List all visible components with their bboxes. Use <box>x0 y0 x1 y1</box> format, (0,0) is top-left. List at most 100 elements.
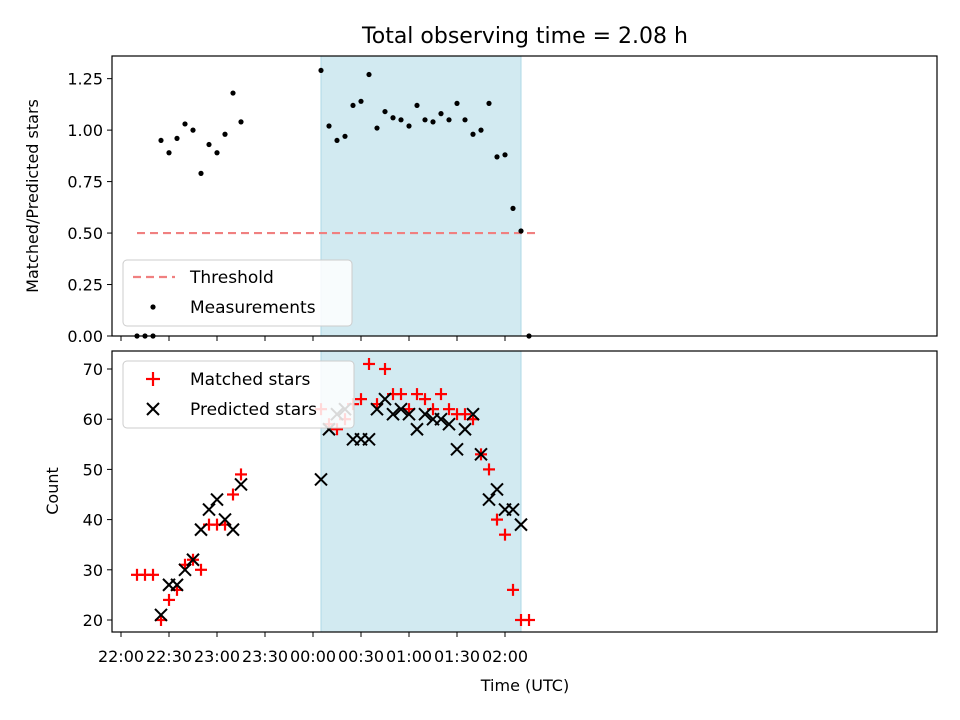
matched-star-point <box>355 393 367 406</box>
predicted-star-point <box>226 522 240 537</box>
measurement-point <box>358 98 364 104</box>
predicted-star-point <box>474 447 488 462</box>
predicted-marker-b <box>154 608 168 622</box>
predicted-marker-b <box>418 407 432 421</box>
predicted-marker-b <box>314 472 328 487</box>
measurement-point <box>214 150 220 156</box>
predicted-star-point <box>370 402 384 416</box>
matched-star-point <box>443 403 455 416</box>
top-x-ticks <box>120 336 506 341</box>
bottom-y-tick-label: 40 <box>83 511 103 530</box>
predicted-marker-b <box>514 517 528 532</box>
top-legend: Threshold Measurements <box>122 259 353 327</box>
predicted-marker-b <box>226 522 240 537</box>
predicted-marker-b <box>474 447 488 462</box>
bottom-x-tick-label: 00:30 <box>338 647 384 666</box>
matched-star-point <box>195 563 207 576</box>
bottom-y-tick-label: 60 <box>83 410 103 429</box>
top-plot-frame <box>111 55 938 337</box>
predicted-star-point <box>466 407 480 421</box>
matched-star-point <box>419 393 431 406</box>
bottom-x-tick-label: 01:00 <box>386 647 432 666</box>
bottom-plot-frame <box>111 350 938 633</box>
measurement-point <box>486 100 492 106</box>
measurement-point <box>374 125 380 131</box>
bottom-y-tick-label: 30 <box>83 561 103 580</box>
measurement-point <box>222 131 228 137</box>
predicted-marker-b <box>378 392 392 406</box>
bottom-y-tick-label: 50 <box>83 460 103 479</box>
predicted-star-point <box>178 563 192 577</box>
predicted-marker-b <box>506 502 520 517</box>
predicted-marker-b <box>370 402 384 416</box>
matched-star-point <box>459 408 471 421</box>
predicted-star-point <box>402 407 416 421</box>
predicted-marker-b <box>178 563 192 577</box>
predicted-star-point <box>386 407 400 421</box>
predicted-marker-b <box>362 432 376 446</box>
predicted-star-point <box>514 517 528 532</box>
measurement-point <box>390 115 396 121</box>
measurement-point <box>494 154 500 160</box>
measurement-point <box>334 137 340 144</box>
predicted-star-point <box>434 412 448 426</box>
measurement-point <box>462 117 468 123</box>
top-y-tick-label: 0.25 <box>67 276 103 295</box>
measurement-point <box>158 137 164 144</box>
bottom-x-axis-label: Time (UTC) <box>480 676 569 695</box>
measurement-point <box>430 119 436 125</box>
measurement-point <box>238 119 244 125</box>
measurement-point <box>190 127 196 133</box>
predicted-star-point <box>218 512 232 527</box>
measurement-point <box>454 100 460 106</box>
matched-legend-label: Matched stars <box>190 370 310 390</box>
matched-star-point <box>483 463 495 476</box>
predicted-star-point <box>482 492 496 507</box>
matched-star-point <box>163 593 175 606</box>
bottom-points <box>131 357 535 626</box>
measurement-point <box>438 111 444 117</box>
bottom-legend: Matched stars Predicted stars <box>122 360 355 429</box>
predicted-marker-b <box>434 412 448 426</box>
predicted-star-point <box>170 578 184 592</box>
matched-star-point <box>435 388 447 401</box>
predicted-star-point <box>234 477 248 492</box>
predicted-marker-b <box>386 407 400 421</box>
matched-star-point <box>227 488 239 501</box>
matched-star-point <box>395 388 407 401</box>
bottom-x-tick-label: 02:00 <box>482 647 528 666</box>
matched-star-point <box>491 513 503 526</box>
predicted-legend-label: Predicted stars <box>190 400 317 420</box>
predicted-marker-b <box>402 407 416 421</box>
predicted-legend-marker <box>146 402 160 416</box>
predicted-star-point <box>442 417 456 431</box>
predicted-star-point <box>458 422 472 436</box>
predicted-star-point <box>314 472 328 487</box>
measurement-point <box>510 205 516 211</box>
top-y-tick-label: 0.75 <box>67 173 103 192</box>
measurement-point <box>366 71 372 78</box>
bottom-x-axis: 22:00 22:30 23:00 23:30 00:00 00:30 01:00 01:30… <box>98 632 528 666</box>
predicted-star-point <box>506 502 520 517</box>
predicted-marker-b <box>490 482 504 497</box>
measurement-point <box>230 90 236 96</box>
predicted-marker-b <box>234 477 248 492</box>
predicted-star-point <box>450 442 464 457</box>
measurement-point <box>174 135 180 141</box>
matched-star-point <box>147 568 159 581</box>
measurement-point <box>470 131 476 137</box>
predicted-marker-b <box>458 422 472 436</box>
predicted-marker-b <box>410 422 424 436</box>
measurements-points <box>134 67 532 339</box>
predicted-star-point <box>210 492 224 507</box>
predicted-marker-b <box>218 512 232 527</box>
top-y-tick-label: 1.00 <box>67 121 103 140</box>
measurement-point <box>382 108 388 115</box>
bottom-x-tick-label: 23:00 <box>194 647 240 666</box>
predicted-star-point <box>154 608 168 622</box>
measurement-point <box>422 117 428 123</box>
measurement-point <box>198 170 204 176</box>
top-y-axis: 0.00 0.25 0.50 0.75 1.00 1.25 <box>67 70 112 346</box>
top-y-tick-label: 1.25 <box>67 70 103 89</box>
